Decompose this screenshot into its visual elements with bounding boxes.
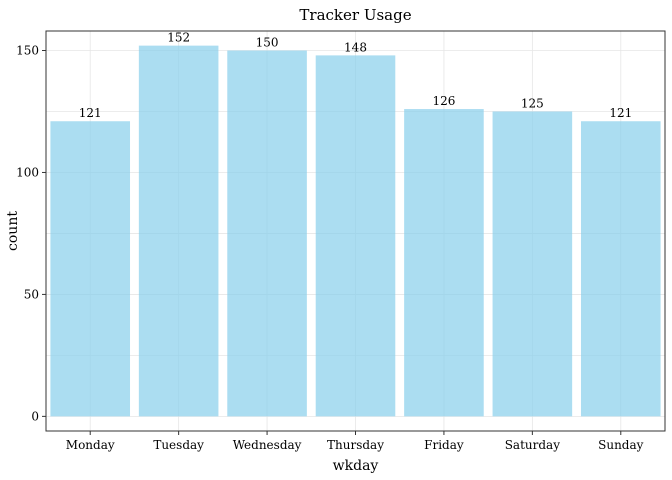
x-tick-label: Sunday [598,438,644,452]
data-label-monday: 121 [79,106,102,120]
x-tick-label: Saturday [505,438,560,452]
y-tick-label: 150 [16,44,39,58]
chart-title: Tracker Usage [299,6,411,24]
data-labels: 121 152 150 148 126 125 121 [79,31,632,121]
y-axis: 0 50 100 150 [16,44,46,423]
y-tick-label: 0 [31,409,39,423]
bars [50,45,661,417]
bar-tuesday [138,45,219,417]
bar-friday [404,109,484,417]
x-axis: Monday Tuesday Wednesday Thursday Friday Satu… [66,431,644,452]
x-tick-label: Friday [424,438,464,452]
bar-thursday [315,55,396,417]
bar-saturday [492,111,573,417]
data-label-sunday: 121 [609,106,632,120]
data-label-saturday: 125 [521,96,544,110]
data-label-friday: 126 [432,94,455,108]
y-tick-label: 50 [24,287,39,301]
x-tick-label: Wednesday [233,438,302,452]
data-label-thursday: 148 [344,40,367,54]
y-axis-title: count [5,211,21,251]
x-tick-label: Thursday [327,438,384,452]
bar-sunday [580,121,661,417]
x-tick-label: Monday [66,438,115,452]
data-label-wednesday: 150 [256,36,279,50]
y-tick-label: 100 [16,165,39,179]
x-tick-label: Tuesday [153,438,204,452]
data-label-tuesday: 152 [167,31,190,45]
bar-monday [50,121,131,417]
bar-wednesday [227,50,307,417]
x-axis-title: wkday [333,458,379,474]
